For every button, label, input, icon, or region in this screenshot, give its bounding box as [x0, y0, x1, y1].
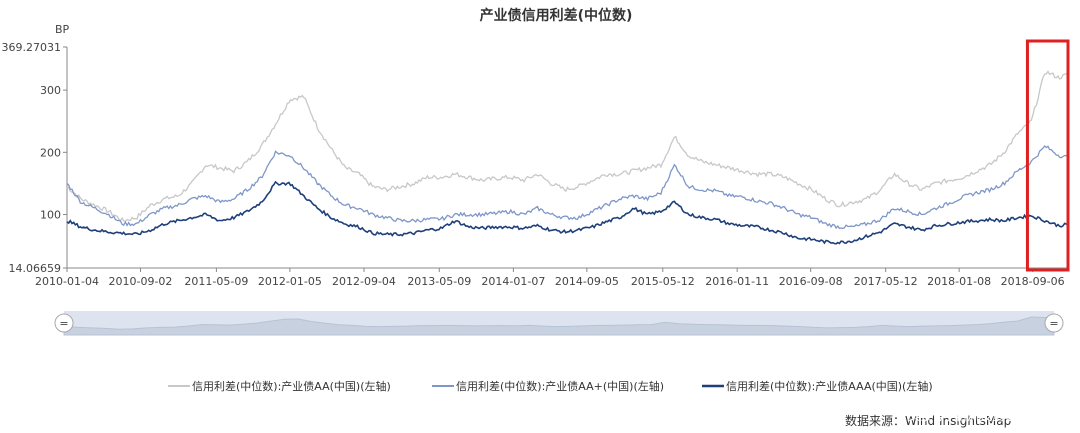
- data-source: 数据来源：Wind InsightsMap: [845, 413, 1011, 428]
- x-tick-label: 2016-09-08: [779, 275, 843, 288]
- x-tick-label: 2012-01-05: [258, 275, 322, 288]
- x-axis: 2010-01-04 2010-09-02 2011-05-09 2012-01-05…: [35, 267, 1068, 288]
- y-tick-label: 14.06659: [9, 262, 62, 275]
- series-line-1: [66, 70, 1069, 223]
- legend-label: 信用利差(中位数):产业债AA+(中国)(左轴): [456, 379, 664, 393]
- legend-item-1[interactable]: 信用利差(中位数):产业债AA(中国)(左轴): [168, 379, 391, 393]
- x-tick-label: 2014-01-07: [481, 275, 545, 288]
- slider-left-handle[interactable]: =: [54, 313, 74, 333]
- x-tick-label: 2014-09-05: [555, 275, 619, 288]
- plot-area: [66, 70, 1069, 245]
- legend-label: 信用利差(中位数):产业债AA(中国)(左轴): [192, 379, 391, 393]
- y-tick-label: 200: [40, 146, 61, 159]
- x-tick-label: 2015-05-12: [631, 275, 695, 288]
- x-tick-label: 2018-09-06: [1001, 275, 1065, 288]
- x-tick-label: 2017-05-12: [854, 275, 918, 288]
- watermark: 头条号 / 日风投资笔记: [908, 408, 1028, 423]
- x-tick-label: 2010-01-04: [35, 275, 99, 288]
- slider-mini-chart: [63, 316, 1055, 336]
- y-axis-unit-label: BP: [55, 23, 70, 36]
- y-tick-label: 369.27031: [2, 41, 62, 54]
- y-tick-label: 100: [40, 209, 61, 222]
- chart-title: 产业债信用利差(中位数): [480, 7, 633, 24]
- y-tick-label: 300: [40, 84, 61, 97]
- series-line-3: [66, 180, 1069, 245]
- legend-item-3[interactable]: 信用利差(中位数):产业债AAA(中国)(左轴): [702, 379, 933, 393]
- y-axis: 369.27031 300 200 100 14.06659: [2, 41, 68, 275]
- x-tick-label: 2011-05-09: [184, 275, 248, 288]
- legend-label: 信用利差(中位数):产业债AAA(中国)(左轴): [726, 379, 933, 393]
- slider-right-handle-icon: =: [1049, 317, 1058, 330]
- series-line-2: [66, 145, 1069, 230]
- x-tick-label: 2010-09-02: [109, 275, 173, 288]
- zoom-slider[interactable]: = =: [54, 311, 1064, 336]
- x-tick-label: 2012-09-04: [332, 275, 396, 288]
- slider-right-handle[interactable]: =: [1044, 313, 1064, 333]
- legend-item-2[interactable]: 信用利差(中位数):产业债AA+(中国)(左轴): [432, 379, 664, 393]
- slider-left-handle-icon: =: [59, 317, 68, 330]
- x-tick-label: 2018-01-08: [927, 275, 991, 288]
- x-tick-label: 2016-01-11: [705, 275, 769, 288]
- x-tick-label: 2013-05-09: [407, 275, 471, 288]
- highlight-box: [1025, 39, 1070, 272]
- legend: 信用利差(中位数):产业债AA(中国)(左轴) 信用利差(中位数):产业债AA+(…: [168, 379, 933, 393]
